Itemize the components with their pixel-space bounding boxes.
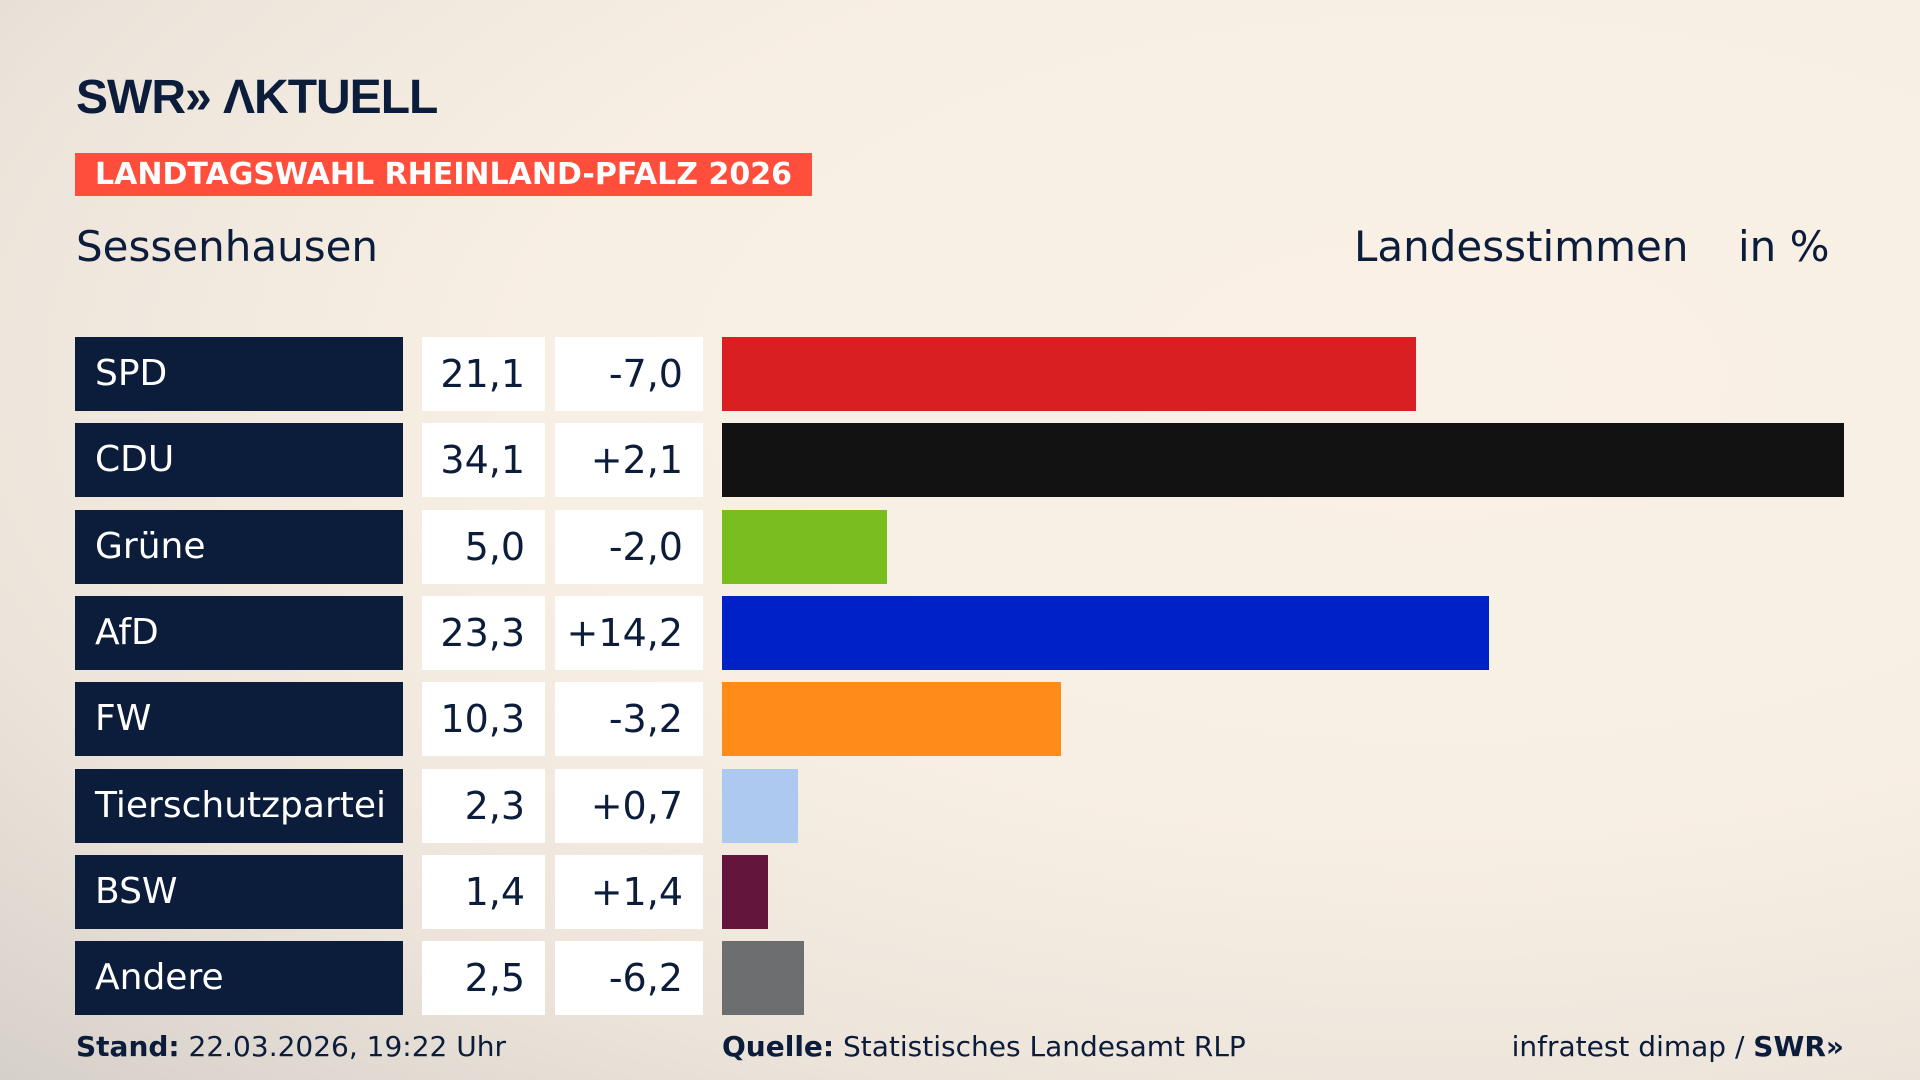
party-name: BSW — [75, 854, 403, 929]
value-label: 1,4 — [422, 854, 545, 929]
bar — [722, 768, 798, 843]
party-name: SPD — [75, 337, 403, 411]
bar — [722, 854, 769, 929]
bar — [722, 941, 805, 1016]
swr-logo: SWR» — [1753, 1030, 1844, 1063]
party-name: CDU — [75, 423, 403, 498]
source: Quelle: Statistisches Landesamt RLP — [722, 1030, 1246, 1063]
bar — [722, 509, 887, 584]
diff-label: +0,7 — [555, 768, 703, 843]
party-name: Andere — [75, 941, 403, 1016]
diff-label: +2,1 — [555, 423, 703, 498]
diff-label: -3,2 — [555, 682, 703, 757]
value-label: 23,3 — [422, 595, 545, 670]
source-label: Quelle: — [722, 1030, 835, 1063]
party-name: Grüne — [75, 509, 403, 584]
value-label: 2,5 — [422, 941, 545, 1016]
bar — [722, 595, 1489, 670]
party-name: Tierschutzpartei — [75, 768, 403, 843]
place-title: Sessenhausen — [76, 222, 379, 271]
value-label: 10,3 — [422, 682, 545, 757]
party-name: FW — [75, 682, 403, 757]
diff-label: +1,4 — [555, 854, 703, 929]
party-name: AfD — [75, 595, 403, 670]
value-label: 34,1 — [422, 423, 545, 498]
election-badge: LANDTAGSWAHL RHEINLAND-PFALZ 2026 — [75, 153, 812, 196]
diff-label: -6,2 — [555, 941, 703, 1016]
value-label: 21,1 — [422, 337, 545, 411]
diff-label: +14,2 — [555, 595, 703, 670]
diff-label: -2,0 — [555, 509, 703, 584]
bar — [722, 682, 1061, 757]
vote-type: Landesstimmen — [1354, 222, 1689, 271]
unit-label: in % — [1738, 222, 1830, 271]
stand: Stand: 22.03.2026, 19:22 Uhr — [76, 1030, 506, 1063]
source-value: Statistisches Landesamt RLP — [843, 1030, 1246, 1063]
credit: infratest dimap / SWR» — [1512, 1030, 1844, 1063]
stand-value: 22.03.2026, 19:22 Uhr — [188, 1030, 506, 1063]
bar — [722, 337, 1417, 411]
value-label: 2,3 — [422, 768, 545, 843]
bar — [722, 423, 1844, 498]
credit-text: infratest dimap / — [1511, 1030, 1754, 1063]
swr-aktuell-logo: SWR» ΛKTUELL — [76, 71, 438, 124]
value-label: 5,0 — [422, 509, 545, 584]
diff-label: -7,0 — [555, 337, 703, 411]
stand-label: Stand: — [76, 1030, 180, 1063]
